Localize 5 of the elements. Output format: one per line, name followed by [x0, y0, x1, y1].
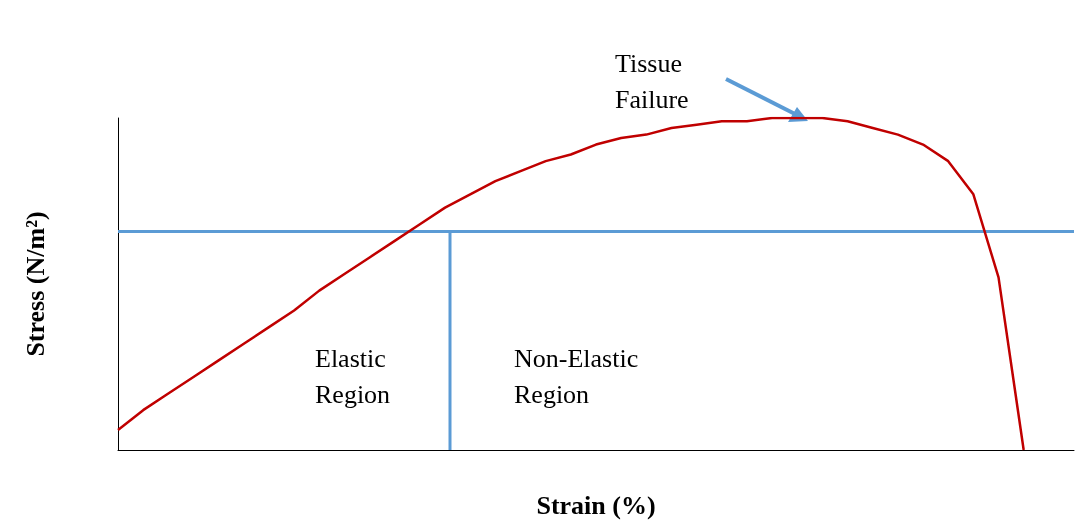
text: Tissue Failure	[615, 48, 689, 114]
annotation: Non-Elastic Region	[514, 343, 639, 409]
annotation: Elastic Region	[315, 343, 391, 409]
x-axis-title: Strain (%)	[536, 490, 656, 520]
y-axis-title: Stress (N/m²)	[20, 211, 50, 357]
